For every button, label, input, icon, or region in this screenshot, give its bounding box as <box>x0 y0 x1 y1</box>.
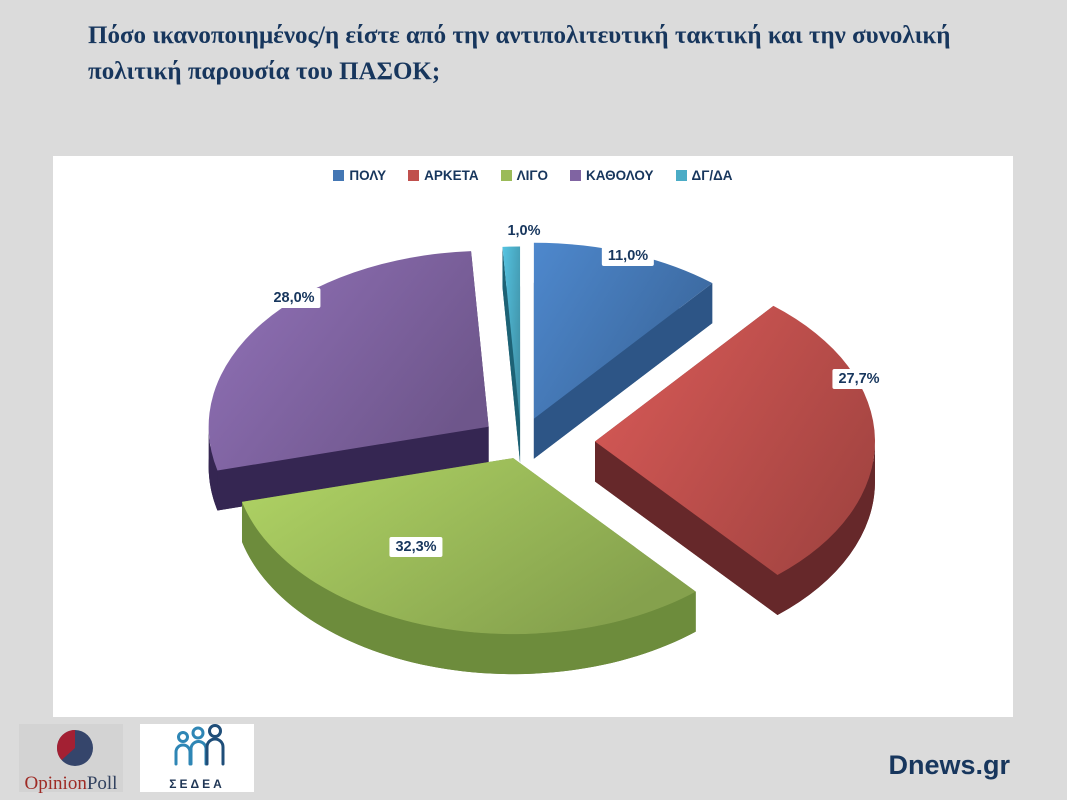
slice-value-label-ΚΑΘΟΛΟΥ: 28,0% <box>267 288 321 308</box>
slice-value-label-ΑΡΚΕΤΑ: 27,7% <box>832 369 886 389</box>
legend-swatch-ΑΡΚΕΤΑ <box>408 170 420 181</box>
opinionpoll-logo: OpinionPoll <box>19 724 123 794</box>
slice-value-label-ΛΙΓΟ: 32,3% <box>389 537 443 557</box>
sedea-label: ΣΕΔΕΑ <box>169 777 225 791</box>
legend-label: ΔΓ/ΔΑ <box>691 168 733 183</box>
legend-label: ΚΑΘΟΛΟΥ <box>585 168 654 183</box>
legend-item-ΑΡΚΕΤΑ: ΑΡΚΕΤΑ <box>408 168 479 183</box>
pie-slice-ΠΟΛΥ <box>533 242 713 459</box>
pie-slice-ΑΡΚΕΤΑ <box>594 305 875 616</box>
legend-swatch-ΛΙΓΟ <box>500 170 512 181</box>
opinionpoll-pie-icon <box>56 730 93 766</box>
slice-value-label-ΠΟΛΥ: 11,0% <box>601 246 655 266</box>
site-name: Dnews.gr <box>888 750 1010 780</box>
pie-slice-ΛΙΓΟ <box>241 458 696 675</box>
legend-swatch-ΠΟΛΥ <box>333 170 345 181</box>
chart-title: Πόσο ικανοποιημένος/η είστε από την αντι… <box>88 22 951 85</box>
legend-label: ΠΟΛΥ <box>349 168 387 183</box>
opinionpoll-wordmark: OpinionPoll <box>24 773 118 794</box>
sedea-people-icon <box>174 724 225 766</box>
legend-item-ΔΓ/ΔΑ: ΔΓ/ΔΑ <box>675 168 733 183</box>
legend-item-ΠΟΛΥ: ΠΟΛΥ <box>333 168 386 183</box>
pie-slice-ΔΓ/ΔΑ <box>502 246 521 463</box>
chart-panel: ΠΟΛΥ ΑΡΚΕΤΑ ΛΙΓΟ ΚΑΘΟΛΟΥ ΔΓ/ΔΑ 11,0% 27,7% 32,… <box>53 156 1013 717</box>
legend-label: ΛΙΓΟ <box>516 168 548 183</box>
sedea-logo: ΣΕΔΕΑ <box>140 724 254 792</box>
legend-item-ΛΙΓΟ: ΛΙΓΟ <box>500 168 548 183</box>
pie-slice-ΚΑΘΟΛΟΥ <box>208 251 489 511</box>
legend-swatch-ΔΓ/ΔΑ <box>675 170 687 181</box>
legend-label: ΑΡΚΕΤΑ <box>424 168 479 183</box>
slice-value-label-ΔΓ/ΔΑ: 1,0% <box>501 221 547 241</box>
legend-swatch-ΚΑΘΟΛΟΥ <box>569 170 581 181</box>
legend-item-ΚΑΘΟΛΟΥ: ΚΑΘΟΛΟΥ <box>569 168 654 183</box>
chart-legend: ΠΟΛΥ ΑΡΚΕΤΑ ΛΙΓΟ ΚΑΘΟΛΟΥ ΔΓ/ΔΑ <box>53 168 1013 183</box>
pie-chart <box>208 242 875 675</box>
